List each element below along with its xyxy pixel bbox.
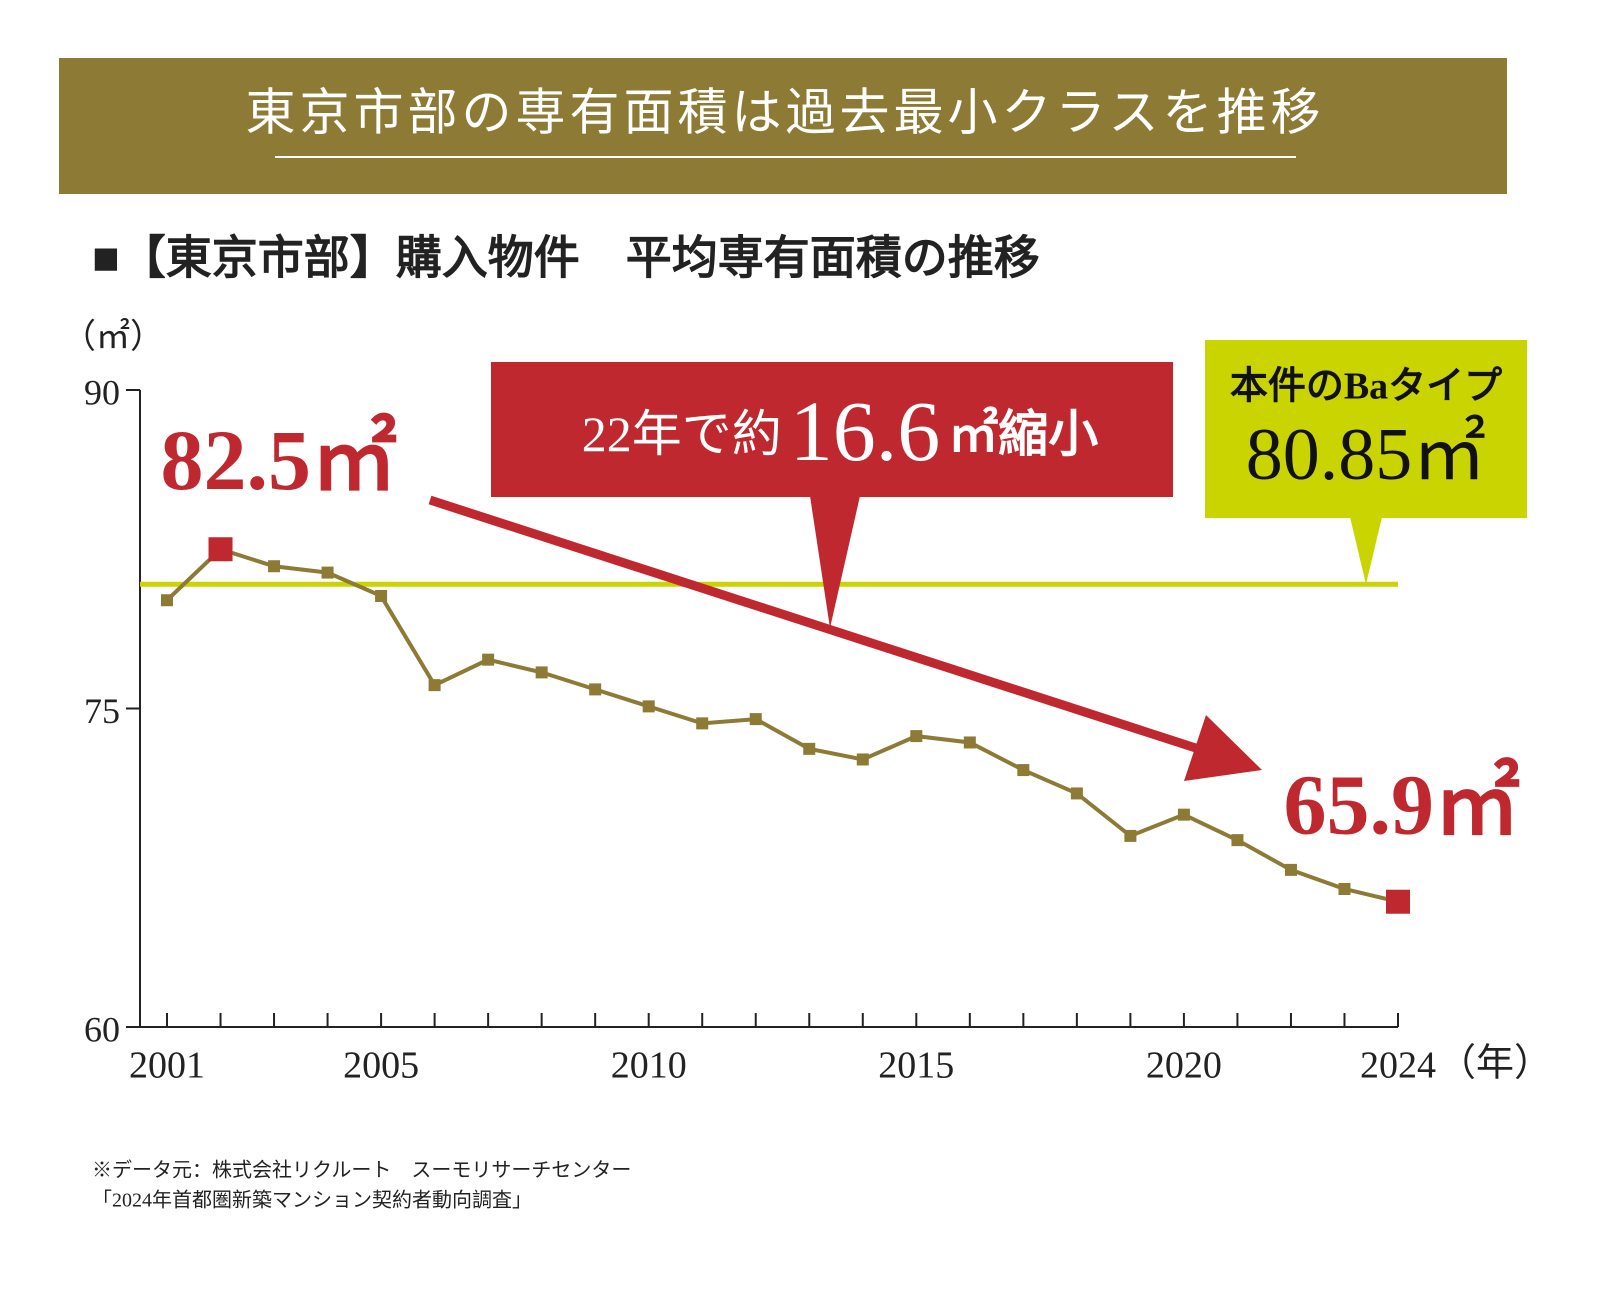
data-point — [856, 753, 869, 766]
data-point — [535, 666, 548, 679]
data-point — [268, 560, 281, 573]
data-point — [1177, 808, 1190, 821]
data-point — [482, 653, 495, 666]
y-tick-label: 60 — [84, 1009, 120, 1049]
x-tick-label: 2015 — [878, 1045, 954, 1087]
data-point — [1231, 834, 1244, 847]
x-tick-label: 2024 — [1360, 1045, 1436, 1087]
header-title: 東京市部の専有面積は過去最小クラスを推移 — [246, 84, 1325, 140]
data-point — [1070, 787, 1083, 800]
data-point — [696, 717, 709, 730]
data-point — [321, 566, 334, 579]
x-unit: （年） — [1438, 1043, 1552, 1085]
data-point — [1386, 889, 1410, 914]
callout-suffix: ㎡縮小 — [948, 406, 1098, 462]
header-band — [59, 58, 1507, 194]
data-point — [208, 537, 233, 562]
callout-text: 22年で約16.6 ㎡縮小 — [582, 383, 1099, 479]
x-tick-label: 2005 — [343, 1045, 419, 1087]
x-tick-label: 2010 — [611, 1045, 687, 1087]
data-point — [803, 742, 816, 755]
x-tick-label: 2001 — [129, 1045, 205, 1087]
y-unit: （㎡） — [62, 318, 164, 356]
value-label: 82.5㎡ — [161, 411, 397, 508]
value-label: 65.9㎡ — [1284, 755, 1521, 852]
data-point — [642, 700, 655, 713]
reference-label: 本件のBaタイプ — [1230, 366, 1502, 408]
reference-callout-pointer — [1350, 517, 1382, 585]
data-point — [161, 594, 173, 607]
source-line: ※データ元：株式会社リクルート スーモリサーチセンター — [92, 1159, 631, 1182]
reference-value-label: 80.85㎡ — [1246, 414, 1487, 496]
x-tick-label: 2020 — [1146, 1045, 1222, 1087]
data-point — [749, 713, 762, 726]
callout-prefix: 22年で約 — [582, 406, 782, 462]
y-tick-label: 75 — [84, 691, 120, 731]
trend-arrow-head — [1184, 715, 1262, 781]
data-point — [1017, 764, 1030, 777]
data-point — [1338, 882, 1351, 895]
data-point — [963, 736, 976, 749]
chart-title: ■【東京市部】購入物件 平均専有面積の推移 — [92, 233, 1040, 284]
data-point — [1124, 829, 1137, 842]
data-point — [375, 589, 388, 602]
series-line — [165, 546, 1399, 904]
callout-pointer — [810, 496, 860, 628]
trend-arrow — [428, 495, 1207, 756]
reference-callout-box — [1205, 340, 1527, 518]
data-point — [1284, 863, 1297, 876]
y-tick-label: 90 — [84, 372, 120, 412]
data-point — [428, 679, 441, 692]
source-line: 「2024年首都圏新築マンション契約者動向調査」 — [92, 1189, 532, 1212]
callout-number: 16.6 — [790, 383, 941, 479]
callout-box — [491, 362, 1173, 497]
data-point — [589, 683, 602, 696]
data-point — [910, 730, 923, 743]
